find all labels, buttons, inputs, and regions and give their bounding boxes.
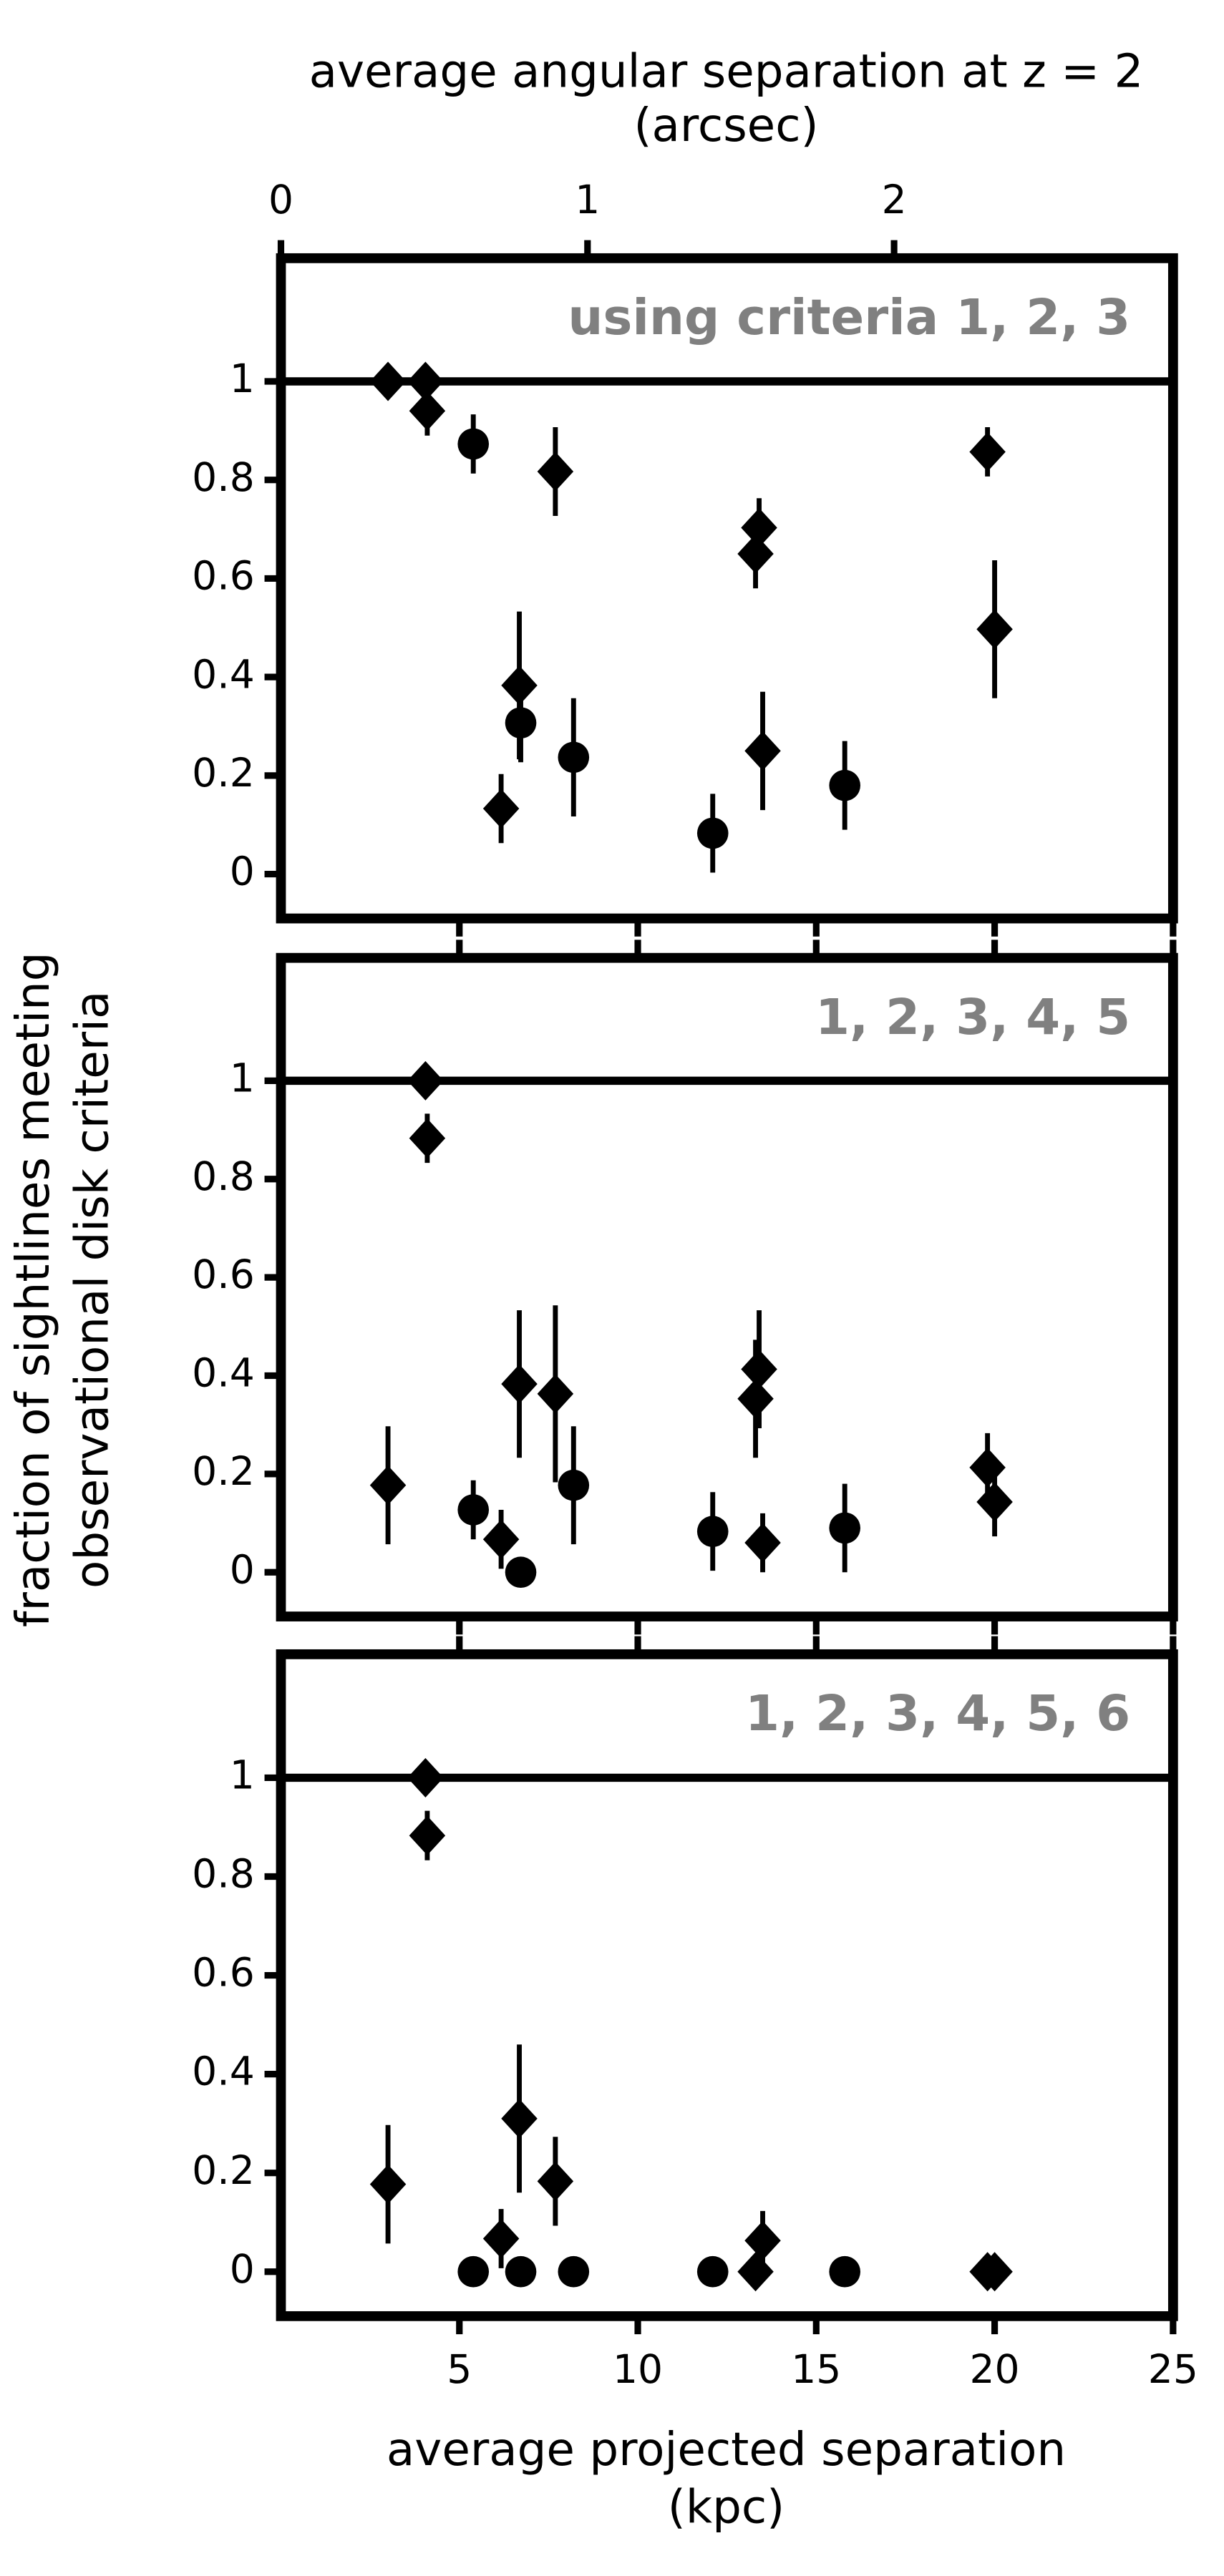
y-tick-label: 1 [230,1055,255,1101]
data-point [976,2252,1013,2292]
x2-tick-label: 0 [268,177,293,223]
data-point [744,2220,781,2260]
y-tick-label: 0.2 [192,750,255,796]
y-axis-title: fraction of sightlines meeting [6,952,60,1627]
y-tick-label: 0.6 [192,1252,255,1297]
data-point [737,534,774,574]
data-point [558,2255,590,2288]
data-point [744,1523,781,1563]
x-tick-label: 15 [791,2346,841,2392]
y-tick-label: 0.2 [192,2147,255,2193]
x-axis-title: (kpc) [668,2480,785,2534]
x-axis-title: average projected separation [387,2423,1066,2477]
data-point [744,731,781,771]
data-point [829,2255,860,2288]
y-axis-title: observational disk criteria [66,991,120,1589]
plot-frame [276,952,1178,1621]
data-point [407,1060,444,1101]
data-point [976,609,1013,649]
y-tick-label: 0.8 [192,1153,255,1199]
y-tick-label: 0 [230,849,255,894]
data-point [696,2255,729,2288]
x2-axis-title: average angular separation at z = 2 [309,44,1144,98]
data-point [409,1118,446,1158]
data-point [505,1556,537,1589]
data-point [969,1448,1006,1488]
y-tick-label: 0.6 [192,553,255,599]
data-point [969,431,1006,472]
data-point [537,1374,574,1414]
data-point [409,1815,446,1855]
data-point [409,391,446,431]
data-point [501,2099,538,2139]
data-point [737,2252,774,2292]
annotation: 1, 2, 3, 4, 5, 6 [745,1685,1130,1742]
data-point [696,1516,729,1548]
y-tick-label: 0.2 [192,1448,255,1494]
plot-frame [276,253,1178,924]
data-point [696,817,729,849]
y-tick-label: 0.8 [192,1851,255,1897]
data-point [482,1519,520,1559]
annotation: 1, 2, 3, 4, 5 [815,989,1130,1046]
x-tick-label: 20 [970,2346,1020,2392]
data-point [369,2165,407,2205]
data-point [505,707,537,738]
data-point [505,2255,537,2288]
x2-axis-title: (arcsec) [633,99,818,152]
data-point [457,428,490,460]
x-tick-label: 10 [613,2346,663,2392]
y-tick-label: 0.4 [192,651,255,697]
data-point [829,769,860,801]
data-point [407,1757,444,1797]
y-tick-label: 1 [230,1752,255,1798]
y-tick-label: 0.4 [192,2049,255,2094]
y-tick-label: 1 [230,356,255,401]
data-point [457,2255,490,2288]
data-point [457,1494,490,1526]
x2-tick-label: 2 [882,177,907,223]
data-point [737,1379,774,1419]
y-tick-label: 0.4 [192,1350,255,1396]
x-tick-label: 25 [1148,2346,1198,2392]
x2-tick-label: 1 [575,177,600,223]
data-point [976,1482,1013,1522]
x-tick-label: 5 [447,2346,472,2392]
annotation: using criteria 1, 2, 3 [568,289,1130,346]
data-point [537,452,574,492]
data-point [482,2218,520,2259]
data-point [829,1512,860,1544]
data-point [558,741,590,774]
data-point [482,789,520,829]
y-tick-label: 0 [230,1546,255,1592]
data-point [369,361,407,401]
data-point [369,1465,407,1506]
y-tick-label: 0 [230,2246,255,2292]
plot-frame [276,1649,1178,2321]
y-tick-label: 0.6 [192,1950,255,1996]
data-point [558,1469,590,1501]
data-point [501,1364,538,1404]
data-point [537,2161,574,2201]
y-tick-label: 0.8 [192,454,255,500]
